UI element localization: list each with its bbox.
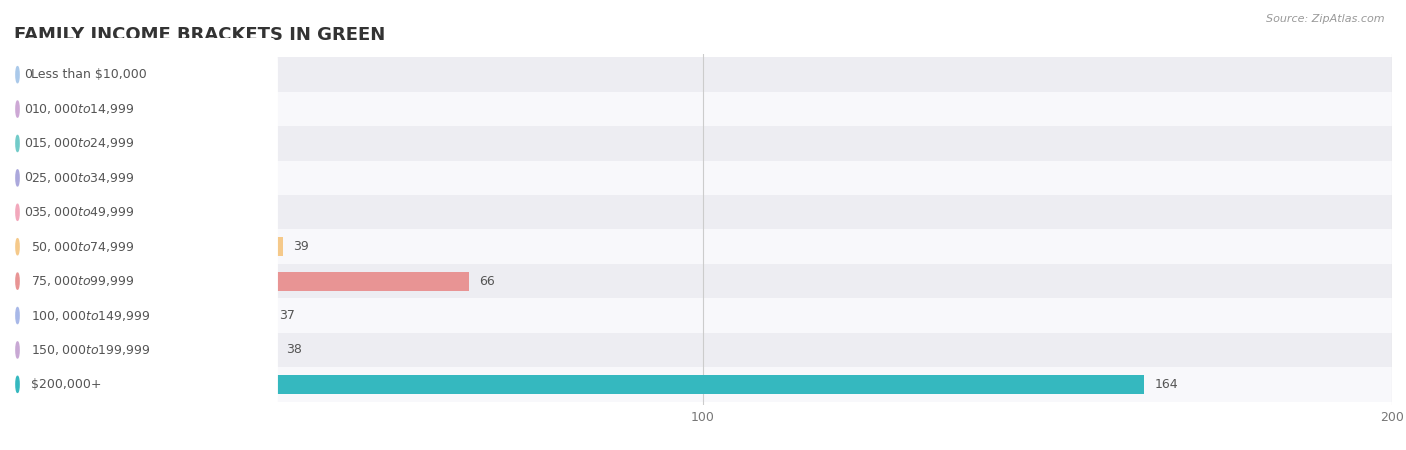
- Circle shape: [15, 238, 20, 255]
- Text: 0: 0: [24, 171, 32, 184]
- Bar: [14, 237, 283, 256]
- Circle shape: [15, 307, 20, 324]
- Bar: [14, 126, 1392, 161]
- Circle shape: [15, 204, 20, 220]
- Text: 164: 164: [1154, 378, 1178, 391]
- Bar: [14, 375, 1144, 394]
- Text: 66: 66: [479, 274, 495, 288]
- Text: FAMILY INCOME BRACKETS IN GREEN: FAMILY INCOME BRACKETS IN GREEN: [14, 26, 385, 44]
- Circle shape: [15, 273, 20, 289]
- Bar: [14, 341, 276, 360]
- FancyBboxPatch shape: [6, 176, 278, 249]
- Bar: [14, 161, 1392, 195]
- Text: 38: 38: [287, 343, 302, 356]
- FancyBboxPatch shape: [6, 107, 278, 180]
- Text: $75,000 to $99,999: $75,000 to $99,999: [31, 274, 135, 288]
- Text: 39: 39: [292, 240, 309, 253]
- FancyBboxPatch shape: [6, 72, 278, 146]
- Bar: [14, 367, 1392, 401]
- Text: 0: 0: [24, 103, 32, 116]
- Text: Source: ZipAtlas.com: Source: ZipAtlas.com: [1267, 14, 1385, 23]
- Circle shape: [15, 135, 20, 152]
- Text: $35,000 to $49,999: $35,000 to $49,999: [31, 205, 135, 219]
- Bar: [14, 92, 1392, 126]
- Bar: [14, 264, 1392, 298]
- FancyBboxPatch shape: [6, 348, 278, 421]
- Bar: [14, 195, 1392, 230]
- FancyBboxPatch shape: [6, 313, 278, 387]
- Bar: [14, 58, 1392, 92]
- FancyBboxPatch shape: [6, 279, 278, 352]
- Text: $100,000 to $149,999: $100,000 to $149,999: [31, 309, 150, 323]
- Text: 0: 0: [24, 68, 32, 81]
- FancyBboxPatch shape: [6, 210, 278, 284]
- Bar: [14, 333, 1392, 367]
- Bar: [14, 298, 1392, 333]
- Text: $15,000 to $24,999: $15,000 to $24,999: [31, 136, 135, 150]
- Bar: [14, 306, 269, 325]
- Circle shape: [15, 342, 20, 358]
- Text: Less than $10,000: Less than $10,000: [31, 68, 148, 81]
- Circle shape: [15, 376, 20, 392]
- Text: $25,000 to $34,999: $25,000 to $34,999: [31, 171, 135, 185]
- Bar: [14, 272, 468, 291]
- FancyBboxPatch shape: [6, 141, 278, 215]
- Circle shape: [15, 101, 20, 117]
- Text: $150,000 to $199,999: $150,000 to $199,999: [31, 343, 150, 357]
- FancyBboxPatch shape: [6, 38, 278, 111]
- Text: 37: 37: [280, 309, 295, 322]
- Circle shape: [15, 67, 20, 83]
- Bar: [14, 230, 1392, 264]
- FancyBboxPatch shape: [6, 244, 278, 318]
- Circle shape: [15, 170, 20, 186]
- Text: $50,000 to $74,999: $50,000 to $74,999: [31, 240, 135, 254]
- Text: $200,000+: $200,000+: [31, 378, 101, 391]
- Text: 0: 0: [24, 206, 32, 219]
- Text: 0: 0: [24, 137, 32, 150]
- Text: $10,000 to $14,999: $10,000 to $14,999: [31, 102, 135, 116]
